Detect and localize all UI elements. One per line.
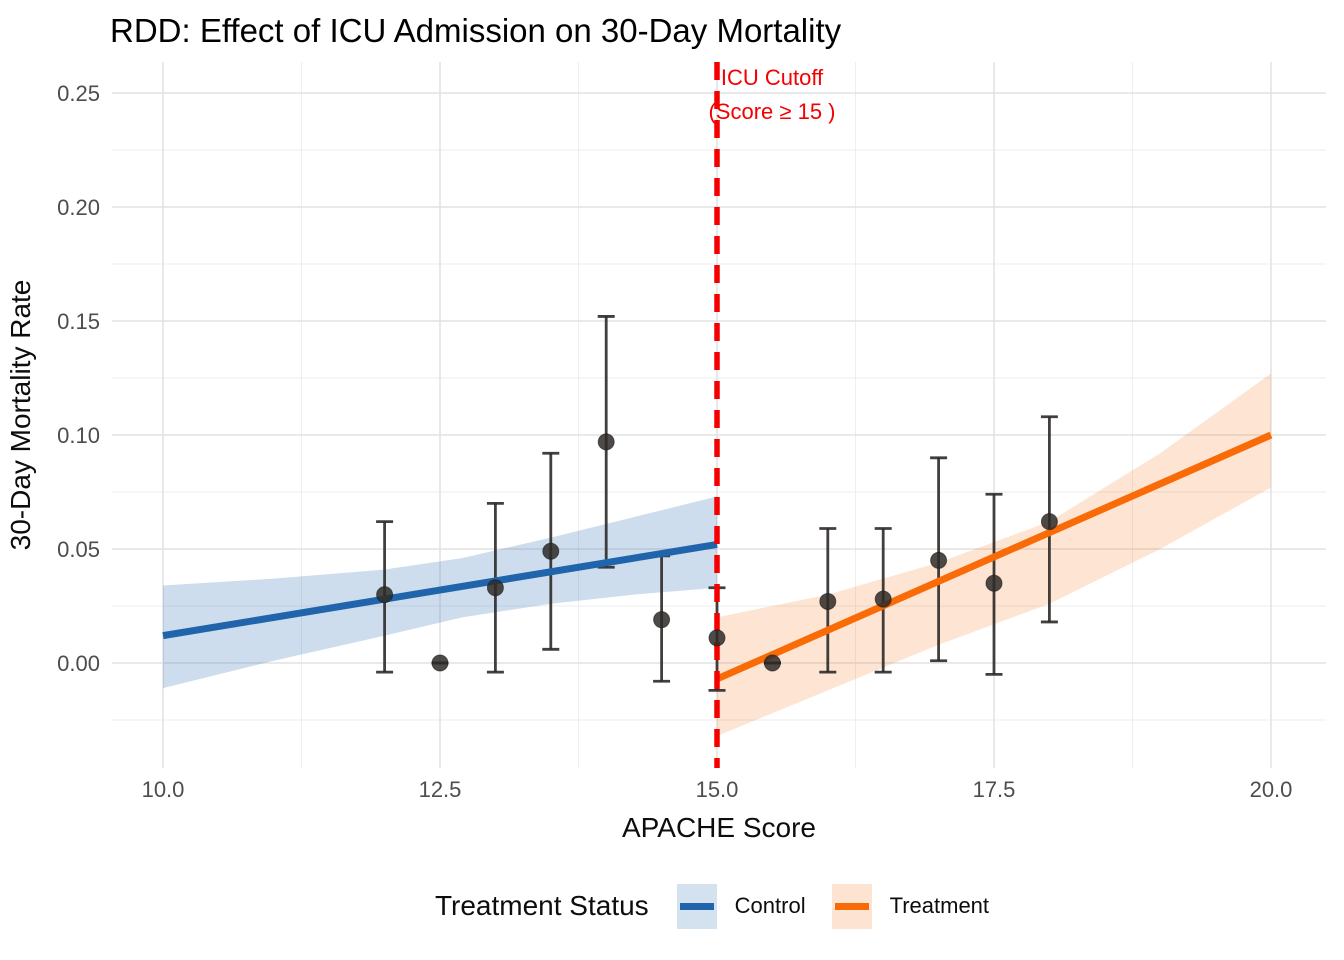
data-points xyxy=(376,433,1058,672)
y-axis-title: 30-Day Mortality Rate xyxy=(5,280,36,551)
legend-item-control: Control xyxy=(676,883,820,929)
x-axis-title: APACHE Score xyxy=(622,812,816,843)
data-point xyxy=(542,542,560,560)
axis-tick-labels: 10.0 12.5 15.0 17.5 20.0 0.00 0.05 0.10 0.15 0.20… xyxy=(57,81,1292,802)
gridlines xyxy=(112,62,1326,768)
rdd-plot: RDD: Effect of ICU Admission on 30-Day M… xyxy=(5,12,1326,843)
legend-key-control-line xyxy=(679,902,714,910)
data-point xyxy=(874,590,892,608)
chart-title: RDD: Effect of ICU Admission on 30-Day M… xyxy=(110,12,842,49)
x-tick-label: 20.0 xyxy=(1250,777,1293,802)
data-point xyxy=(1040,513,1058,531)
legend-title: Treatment Status xyxy=(434,890,649,921)
x-tick-label: 15.0 xyxy=(696,777,739,802)
data-point xyxy=(819,592,837,610)
regression-lines xyxy=(162,431,1273,683)
cutoff-annotation-line1: ICU Cutoff xyxy=(721,65,824,90)
data-point xyxy=(985,574,1003,592)
legend-key-control-swatch xyxy=(676,883,717,929)
data-point xyxy=(708,629,726,647)
data-point xyxy=(653,611,671,629)
data-point xyxy=(597,433,615,451)
data-point xyxy=(763,654,781,672)
data-point xyxy=(431,654,449,672)
y-tick-label: 0.25 xyxy=(57,81,100,106)
data-point xyxy=(376,586,394,604)
legend-item-treatment: Treatment xyxy=(831,883,1003,929)
data-point xyxy=(486,579,504,597)
y-tick-label: 0.10 xyxy=(57,423,100,448)
y-tick-label: 0.00 xyxy=(57,651,100,676)
x-tick-label: 17.5 xyxy=(973,777,1016,802)
fit-line-control xyxy=(162,540,718,640)
y-tick-label: 0.05 xyxy=(57,537,100,562)
data-point xyxy=(930,551,948,569)
x-tick-label: 12.5 xyxy=(419,777,462,802)
legend: Treatment Status Control Treatment xyxy=(112,883,1326,929)
y-tick-label: 0.15 xyxy=(57,309,100,334)
cutoff-annotation-line2: (Score ≥ 15 ) xyxy=(708,99,835,124)
fit-line-treatment xyxy=(715,431,1273,683)
x-tick-label: 10.0 xyxy=(142,777,185,802)
legend-key-treatment-swatch xyxy=(831,883,872,929)
legend-key-treatment-line xyxy=(834,902,869,910)
legend-label-control: Control xyxy=(734,893,806,918)
legend-label-treatment: Treatment xyxy=(889,893,990,918)
y-tick-label: 0.20 xyxy=(57,195,100,220)
